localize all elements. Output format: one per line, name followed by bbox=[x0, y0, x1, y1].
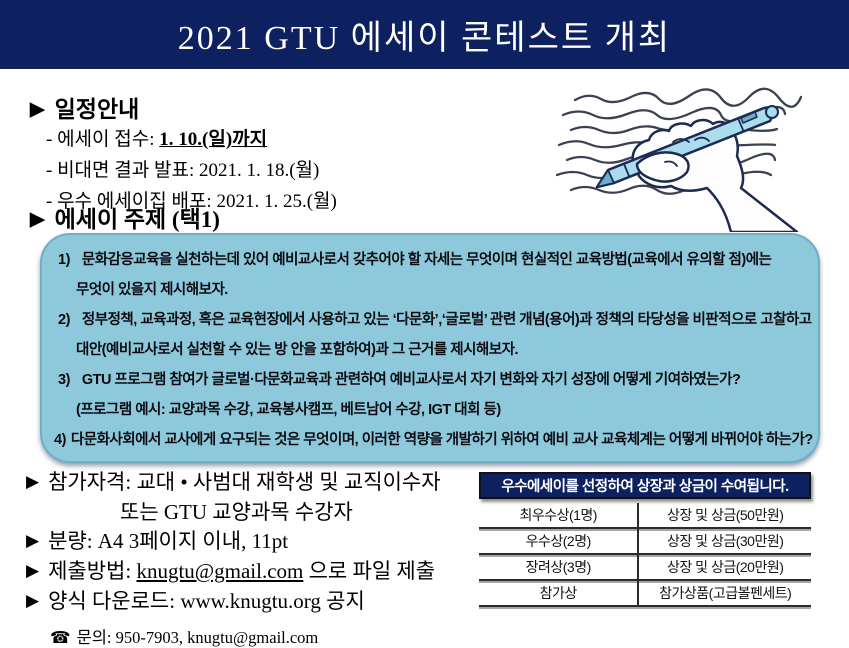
topic-item-1-line1: 1) 문화감응교육을 실천하는데 있어 예비교사로서 갖추어야 할 자세는 무엇이… bbox=[54, 252, 806, 269]
length-item: ▶ 분량: A4 3페이지 이내, 11pt bbox=[26, 527, 441, 557]
eligibility-label: 참가자격: 교대 • 사범대 재학생 및 교직이수자 bbox=[48, 470, 441, 494]
header-band: 2021 GTU 에세이 콘테스트 개최 bbox=[0, 0, 849, 69]
awards-table-rows: 최우수상(1명) 상장 및 상금(50만원) 우수상(2명) 상장 및 상금(3… bbox=[479, 503, 811, 607]
triangle-bullet-icon: ▶ bbox=[30, 99, 45, 120]
award-row-grand-prize: 최우수상(1명) 상장 및 상금(50만원) bbox=[479, 503, 811, 529]
award-row-excellence: 우수상(2명) 상장 및 상금(30만원) bbox=[479, 529, 811, 555]
page-title: 2021 GTU 에세이 콘테스트 개최 bbox=[177, 20, 672, 57]
topic-item-text: 문화감응교육을 실천하는데 있어 예비교사로서 갖추어야 할 자세는 무엇이며 … bbox=[81, 252, 772, 268]
essay-topics-box: 1) 문화감응교육을 실천하는데 있어 예비교사로서 갖추어야 할 자세는 무엇이… bbox=[40, 233, 820, 463]
topic-item-1-line2: 무엇이 있을지 제시해보자. bbox=[76, 282, 228, 298]
triangle-bullet-icon: ▶ bbox=[26, 591, 40, 610]
schedule-heading: ▶ 일정안내 bbox=[30, 90, 139, 124]
award-prize-cell: 상장 및 상금(30만원) bbox=[667, 533, 784, 549]
length-label: 분량: A4 3페이지 이내, 11pt bbox=[48, 529, 289, 553]
eligibility-item: ▶ 참가자격: 교대 • 사범대 재학생 및 교직이수자 bbox=[26, 468, 441, 498]
eligibility-line2: 또는 GTU 교양과목 수강자 bbox=[120, 500, 353, 524]
contact-line: ☎ 문의: 950-7903, knugtu@gmail.com bbox=[26, 624, 441, 648]
topic-item-number: 1) bbox=[58, 252, 70, 268]
schedule-item-result-announcement: - 비대면 결과 발표: 2021. 1. 18.(월) bbox=[46, 155, 337, 186]
award-row-encouragement: 장려상(3명) 상장 및 상금(20만원) bbox=[479, 555, 811, 581]
topic-item-3-line1: 3) GTU 프로그램 참여가 글로벌·다문화교육과 관련하여 예비교사로서 자기… bbox=[54, 372, 806, 389]
contact-text: 문의: 950-7903, knugtu@gmail.com bbox=[76, 628, 319, 647]
awards-table: 우수에세이를 선정하여 상장과 상금이 수여됩니다. 최우수상(1명) 상장 및… bbox=[479, 472, 811, 607]
triangle-bullet-icon: ▶ bbox=[30, 209, 45, 230]
phone-icon: ☎ bbox=[50, 628, 71, 647]
submission-label: 제출방법: bbox=[48, 559, 137, 583]
topic-item-4-line1: 4) 다문화사회에서 교사에게 요구되는 것은 무엇이며, 이러한 역량을 개발하… bbox=[54, 432, 813, 449]
award-rank-cell: 참가상 bbox=[479, 581, 640, 605]
topic-item-2-line2: 대안(예비교사로서 실천할 수 있는 방 안을 포함하여)과 그 근거를 제시해… bbox=[76, 342, 518, 358]
schedule-list: - 에세이 접수: 1. 10.(일)까지 - 비대면 결과 발표: 2021.… bbox=[46, 124, 337, 217]
submission-suffix: 으로 파일 제출 bbox=[303, 559, 436, 583]
topic-item-number: 2) bbox=[58, 312, 70, 328]
triangle-bullet-icon: ▶ bbox=[26, 531, 40, 550]
topic-heading: ▶ 에세이 주제 (택1) bbox=[30, 200, 220, 234]
topic-item-number: 3) bbox=[58, 372, 70, 388]
schedule-item-label: - 우수 에세이집 배포: 2021. 1. 25.(월) bbox=[46, 191, 337, 212]
awards-table-header: 우수에세이를 선정하여 상장과 상금이 수여됩니다. bbox=[479, 472, 811, 499]
schedule-item-distribution: - 우수 에세이집 배포: 2021. 1. 25.(월) bbox=[46, 186, 337, 217]
schedule-deadline-emphasis: 1. 10.(일)까지 bbox=[159, 129, 268, 150]
submission-item: ▶ 제출방법: knugtu@gmail.com 으로 파일 제출 bbox=[26, 557, 441, 587]
topic-item-text: GTU 프로그램 참여가 글로벌·다문화교육과 관련하여 예비교사로서 자기 변… bbox=[81, 372, 741, 388]
submission-email: knugtu@gmail.com bbox=[136, 559, 304, 583]
award-rank-cell: 장려상(3명) bbox=[479, 555, 640, 579]
details-section: ▶ 참가자격: 교대 • 사범대 재학생 및 교직이수자 또는 GTU 교양과목 … bbox=[26, 468, 441, 648]
schedule-heading-label: 일정안내 bbox=[54, 97, 140, 122]
award-prize-cell: 상장 및 상금(20만원) bbox=[667, 559, 784, 575]
award-prize-cell: 참가상품(고급볼펜세트) bbox=[659, 585, 792, 601]
award-row-participation: 참가상 참가상품(고급볼펜세트) bbox=[479, 581, 811, 607]
writing-hand-illustration bbox=[555, 87, 803, 232]
triangle-bullet-icon: ▶ bbox=[26, 561, 40, 580]
schedule-item-submission-deadline: - 에세이 접수: 1. 10.(일)까지 bbox=[46, 124, 337, 155]
topic-item-2-line1: 2) 정부정책, 교육과정, 혹은 교육현장에서 사용하고 있는 ‘다문화’,‘글… bbox=[54, 312, 812, 329]
schedule-item-label: - 에세이 접수: bbox=[46, 129, 160, 150]
schedule-item-label: - 비대면 결과 발표: 2021. 1. 18.(월) bbox=[46, 160, 320, 181]
award-rank-cell: 최우수상(1명) bbox=[479, 503, 640, 527]
topic-item-3-line2: (프로그램 예시: 교양과목 수강, 교육봉사캠프, 베트남어 수강, IGT … bbox=[76, 402, 501, 418]
hand-shape bbox=[595, 105, 799, 232]
triangle-bullet-icon: ▶ bbox=[26, 472, 40, 491]
topic-heading-label: 에세이 주제 (택1) bbox=[54, 207, 220, 232]
award-rank-cell: 우수상(2명) bbox=[479, 529, 640, 553]
template-download-item: ▶ 양식 다운로드: www.knugtu.org 공지 bbox=[26, 587, 441, 617]
award-prize-cell: 상장 및 상금(50만원) bbox=[667, 507, 784, 523]
topic-item-number: 4) bbox=[54, 432, 66, 448]
topic-item-text: 정부정책, 교육과정, 혹은 교육현장에서 사용하고 있는 ‘다문화’,‘글로벌… bbox=[81, 312, 812, 328]
topic-item-text: 다문화사회에서 교사에게 요구되는 것은 무엇이며, 이러한 역량을 개발하기 … bbox=[70, 432, 813, 448]
template-download-label: 양식 다운로드: www.knugtu.org 공지 bbox=[48, 589, 365, 613]
